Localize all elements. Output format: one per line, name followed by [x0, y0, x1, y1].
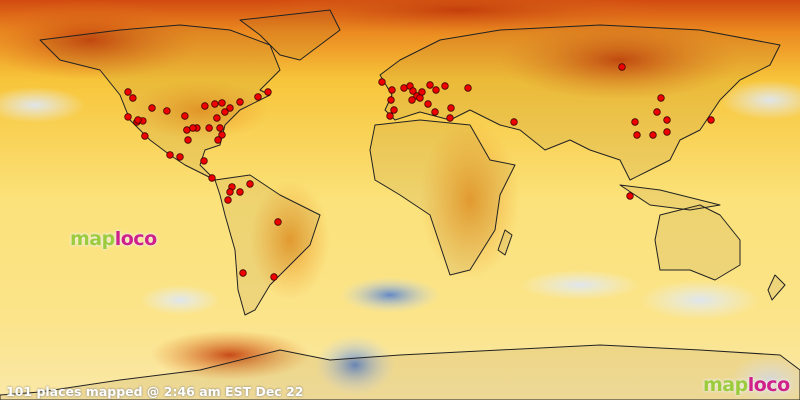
place-marker[interactable]	[124, 113, 132, 121]
africa	[369, 119, 516, 276]
place-marker[interactable]	[663, 116, 671, 124]
place-marker[interactable]	[129, 94, 137, 102]
place-marker[interactable]	[239, 269, 247, 277]
place-marker[interactable]	[226, 104, 234, 112]
place-marker[interactable]	[226, 188, 234, 196]
place-markers	[124, 63, 715, 281]
place-marker[interactable]	[649, 131, 657, 139]
place-marker[interactable]	[510, 118, 518, 126]
place-marker[interactable]	[432, 86, 440, 94]
place-marker[interactable]	[246, 180, 254, 188]
place-marker[interactable]	[201, 102, 209, 110]
place-marker[interactable]	[134, 116, 142, 124]
place-marker[interactable]	[400, 84, 408, 92]
continent-outlines	[0, 9, 800, 400]
place-marker[interactable]	[633, 131, 641, 139]
place-marker[interactable]	[618, 63, 626, 71]
place-marker[interactable]	[386, 112, 394, 120]
place-marker[interactable]	[213, 114, 221, 122]
place-marker[interactable]	[221, 108, 229, 116]
logo-part-map: map	[703, 374, 748, 396]
new-zealand	[767, 274, 786, 301]
place-marker[interactable]	[184, 136, 192, 144]
maploco-logo[interactable]: maploco	[70, 228, 157, 250]
logo-part-loco: loco	[747, 374, 790, 396]
place-marker[interactable]	[176, 153, 184, 161]
antarctica	[0, 344, 800, 400]
place-marker[interactable]	[408, 96, 416, 104]
place-marker[interactable]	[418, 88, 426, 96]
place-marker[interactable]	[163, 107, 171, 115]
place-marker[interactable]	[424, 100, 432, 108]
south-america	[214, 174, 321, 316]
place-marker[interactable]	[270, 273, 278, 281]
place-marker[interactable]	[205, 124, 213, 132]
places-mapped-status: 101 places mapped @ 2:46 am EST Dec 22	[6, 384, 304, 399]
greenland	[239, 9, 341, 61]
place-marker[interactable]	[211, 100, 219, 108]
eurasia	[379, 24, 781, 181]
place-marker[interactable]	[626, 192, 634, 200]
place-marker[interactable]	[426, 81, 434, 89]
place-marker[interactable]	[264, 88, 272, 96]
place-marker[interactable]	[189, 124, 197, 132]
place-marker[interactable]	[657, 94, 665, 102]
place-marker[interactable]	[124, 88, 132, 96]
place-marker[interactable]	[387, 96, 395, 104]
place-marker[interactable]	[214, 136, 222, 144]
place-marker[interactable]	[218, 131, 226, 139]
place-marker[interactable]	[409, 87, 417, 95]
place-marker[interactable]	[208, 174, 216, 182]
place-marker[interactable]	[148, 104, 156, 112]
place-marker[interactable]	[224, 196, 232, 204]
place-marker[interactable]	[141, 132, 149, 140]
place-marker[interactable]	[236, 188, 244, 196]
place-marker[interactable]	[388, 86, 396, 94]
maploco-logo-corner[interactable]: maploco	[703, 374, 790, 396]
place-marker[interactable]	[236, 98, 244, 106]
place-marker[interactable]	[441, 82, 449, 90]
place-marker[interactable]	[431, 108, 439, 116]
place-marker[interactable]	[416, 94, 424, 102]
place-marker[interactable]	[183, 126, 191, 134]
australia	[654, 204, 741, 281]
logo-part-map: map	[70, 228, 115, 250]
place-marker[interactable]	[166, 151, 174, 159]
place-marker[interactable]	[218, 99, 226, 107]
southeast-asia-islands	[619, 184, 721, 211]
place-marker[interactable]	[631, 118, 639, 126]
place-marker[interactable]	[653, 108, 661, 116]
place-marker[interactable]	[663, 128, 671, 136]
place-marker[interactable]	[390, 106, 398, 114]
place-marker[interactable]	[707, 116, 715, 124]
place-marker[interactable]	[446, 114, 454, 122]
logo-part-loco: loco	[114, 228, 157, 250]
place-marker[interactable]	[216, 124, 224, 132]
place-marker[interactable]	[274, 218, 282, 226]
place-marker[interactable]	[378, 78, 386, 86]
madagascar	[497, 229, 513, 256]
place-marker[interactable]	[200, 157, 208, 165]
place-marker[interactable]	[447, 104, 455, 112]
place-marker[interactable]	[254, 93, 262, 101]
place-marker[interactable]	[181, 112, 189, 120]
place-marker[interactable]	[464, 84, 472, 92]
